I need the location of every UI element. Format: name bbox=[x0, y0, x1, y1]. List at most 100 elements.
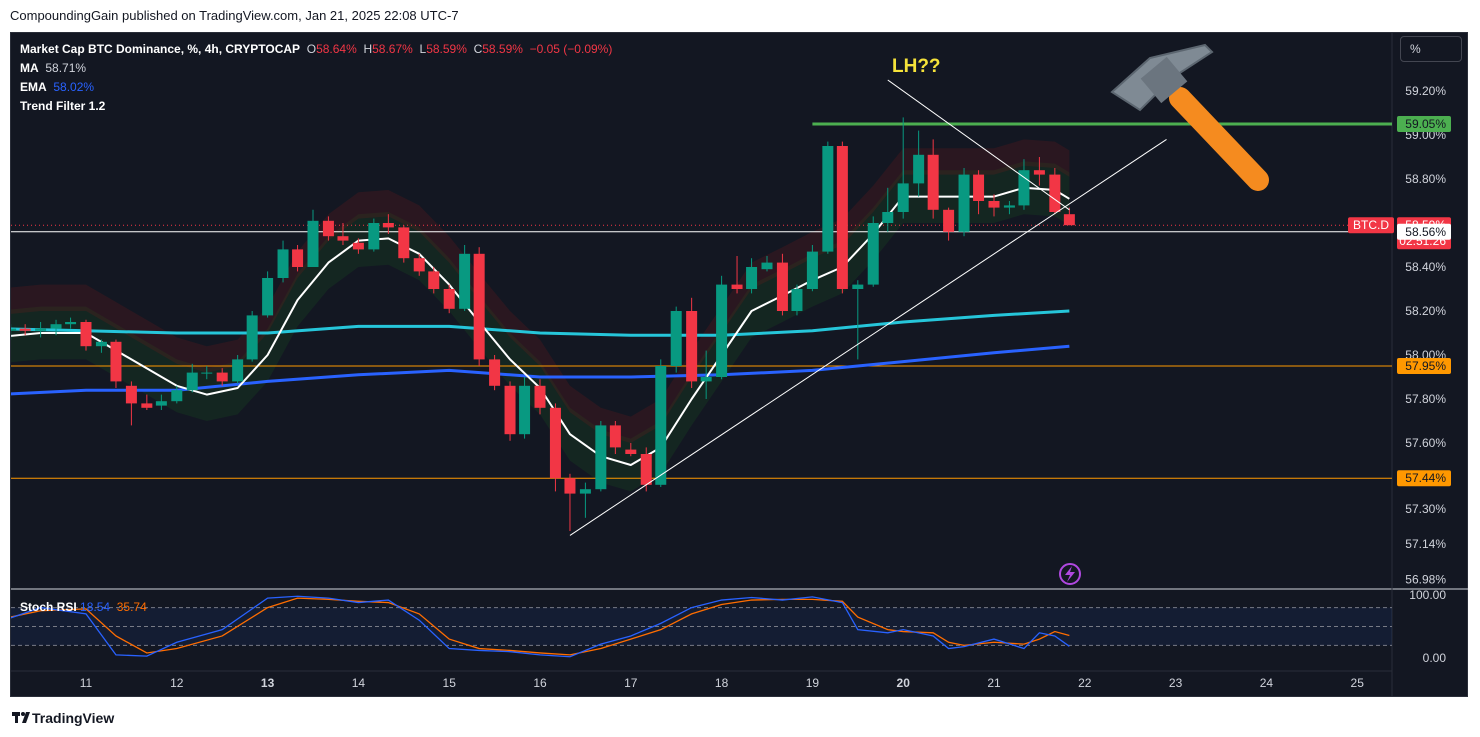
y-tick-label: 57.14% bbox=[1405, 537, 1446, 551]
rsi-k-value: 18.54 bbox=[80, 600, 111, 614]
y-tick-label: 57.80% bbox=[1405, 392, 1446, 406]
candle-body bbox=[913, 154, 925, 184]
tradingview-brand: TradingView bbox=[32, 710, 115, 726]
candle-body bbox=[141, 403, 153, 408]
candle-body bbox=[1003, 205, 1015, 208]
candle-body bbox=[776, 262, 788, 311]
candle-body bbox=[186, 372, 198, 391]
publisher-caption: CompoundingGain published on TradingView… bbox=[10, 8, 459, 23]
trendlines bbox=[569, 79, 1167, 536]
candle-body bbox=[232, 359, 244, 382]
candle-body bbox=[988, 201, 1000, 208]
candle-body bbox=[459, 253, 471, 309]
rsi-d-value: 35.74 bbox=[116, 600, 147, 614]
trend-filter-legend[interactable]: Trend Filter 1.2 bbox=[20, 99, 106, 113]
candle-body bbox=[1063, 214, 1075, 226]
y-tick-label: 56.98% bbox=[1405, 572, 1446, 586]
price-tag-label: 58.56% bbox=[1405, 225, 1446, 239]
stoch-rsi-legend[interactable]: Stoch RSI 18.54 35.74 bbox=[20, 600, 147, 614]
candle-body bbox=[897, 183, 909, 212]
y-tick-label: 58.40% bbox=[1405, 260, 1446, 274]
high-value: 58.67% bbox=[372, 42, 413, 56]
candle-body bbox=[398, 227, 410, 259]
ticker-tag bbox=[1348, 217, 1394, 234]
x-tick-label: 22 bbox=[1078, 676, 1092, 690]
candle-body bbox=[246, 315, 258, 360]
candle-body bbox=[504, 385, 516, 435]
x-tick-label: 16 bbox=[533, 676, 547, 690]
horizontal-levels bbox=[11, 122, 1392, 479]
ema-fast-line bbox=[11, 309, 1070, 337]
candle-body bbox=[1049, 174, 1061, 212]
candle-body bbox=[277, 249, 289, 278]
ema-legend[interactable]: EMA 58.02% bbox=[20, 80, 95, 94]
x-tick-label: 23 bbox=[1169, 676, 1183, 690]
percent-scale-button[interactable]: % bbox=[1400, 36, 1462, 62]
candle-body bbox=[155, 401, 167, 406]
flash-icon bbox=[1059, 563, 1081, 585]
ma-legend[interactable]: MA 58.71% bbox=[20, 61, 87, 75]
price-tags: 59.05%58.59%02:51:26BTC.D58.56%57.95%57.… bbox=[1348, 116, 1451, 487]
candle-body bbox=[489, 359, 501, 386]
candle-body bbox=[927, 154, 939, 210]
price-grid bbox=[11, 33, 1468, 697]
price-tag bbox=[1397, 470, 1451, 487]
candle-body bbox=[50, 324, 62, 329]
trendline bbox=[887, 79, 1070, 211]
indicator-lines bbox=[11, 186, 1070, 466]
candle-body bbox=[822, 146, 834, 252]
candle-body bbox=[171, 390, 183, 402]
x-tick-label: 18 bbox=[715, 676, 729, 690]
candle-body bbox=[19, 328, 31, 331]
candle-body bbox=[322, 220, 334, 237]
candle-body bbox=[1033, 170, 1045, 175]
y-tick-label: 58.20% bbox=[1405, 304, 1446, 318]
low-value: 58.59% bbox=[426, 42, 467, 56]
candle-body bbox=[110, 341, 122, 382]
close-value: 58.59% bbox=[482, 42, 523, 56]
candle-body bbox=[943, 209, 955, 232]
rsi-tick-label: 100.00 bbox=[1409, 588, 1446, 602]
x-tick-label: 17 bbox=[624, 676, 638, 690]
candle-body bbox=[216, 372, 228, 382]
x-tick-label: 12 bbox=[170, 676, 184, 690]
candle-body bbox=[80, 322, 92, 347]
y-tick-label: 57.60% bbox=[1405, 436, 1446, 450]
x-tick-label: 20 bbox=[897, 676, 911, 690]
candle-body bbox=[1018, 170, 1030, 206]
x-tick-label: 24 bbox=[1260, 676, 1274, 690]
candle-body bbox=[973, 174, 985, 201]
candle-body bbox=[700, 377, 712, 382]
x-tick-label: 11 bbox=[80, 676, 93, 690]
ma-line bbox=[11, 186, 1070, 466]
price-tag bbox=[1397, 358, 1451, 374]
price-axis: 59.20%59.00%58.80%58.40%58.20%58.00%57.8… bbox=[1405, 84, 1446, 586]
candle-body bbox=[609, 425, 621, 448]
candle-body bbox=[352, 242, 364, 250]
candle-body bbox=[443, 289, 455, 309]
candle-body bbox=[731, 284, 743, 289]
candle-body bbox=[640, 454, 652, 485]
x-tick-label: 19 bbox=[806, 676, 820, 690]
candle-body bbox=[11, 328, 17, 331]
candle-body bbox=[368, 223, 380, 250]
candle-body bbox=[761, 262, 773, 270]
candle-body bbox=[413, 258, 425, 272]
x-tick-label: 15 bbox=[443, 676, 457, 690]
price-tag bbox=[1397, 223, 1451, 240]
candle-body bbox=[382, 223, 394, 228]
symbol-title[interactable]: Market Cap BTC Dominance, %, 4h, CRYPTOC… bbox=[20, 42, 301, 56]
x-tick-label: 13 bbox=[261, 676, 275, 690]
y-tick-label: 58.80% bbox=[1405, 172, 1446, 186]
hammer-icon bbox=[1110, 43, 1269, 191]
candle-body bbox=[534, 385, 546, 408]
time-axis: 11 12 13 14 15 16 17 18 19 20 21 22 23 24 25 bbox=[80, 676, 1364, 690]
candle-body bbox=[806, 251, 818, 289]
x-tick-label: 21 bbox=[987, 676, 1001, 690]
candle-body bbox=[836, 146, 848, 289]
candle-body bbox=[791, 289, 803, 311]
candle-body bbox=[65, 322, 77, 325]
price-tag-label: 59.05% bbox=[1405, 117, 1446, 131]
candle-body bbox=[958, 174, 970, 232]
